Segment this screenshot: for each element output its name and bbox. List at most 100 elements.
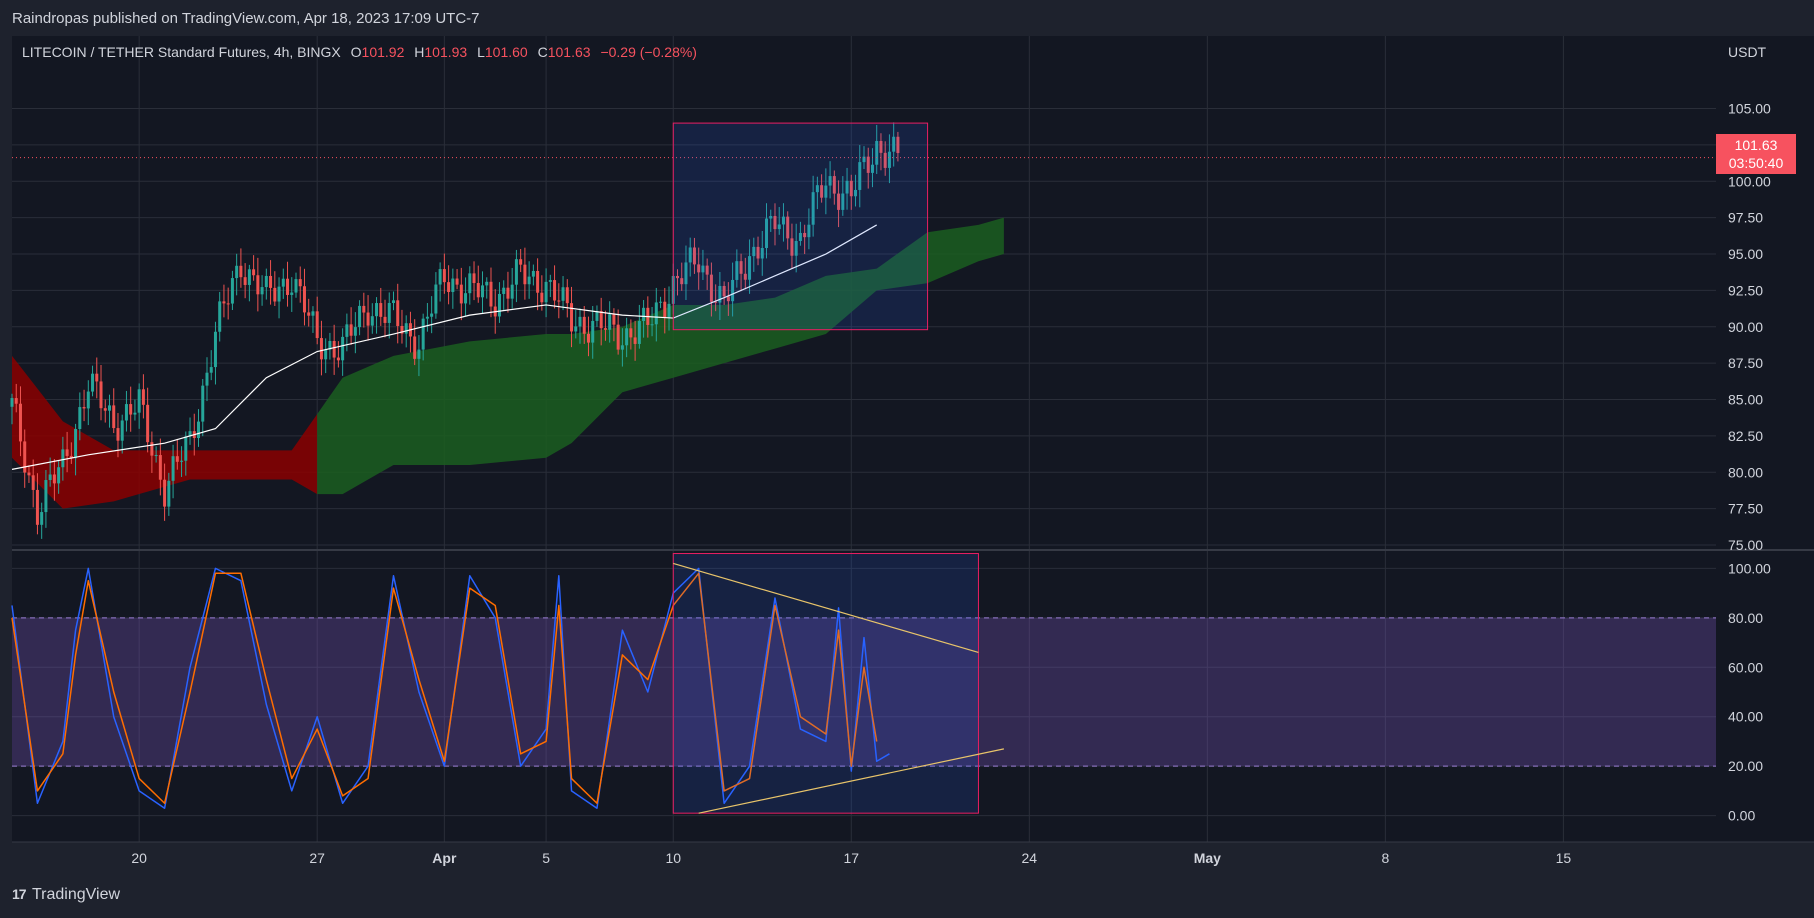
- candle-body: [35, 489, 39, 525]
- high-value: 101.93: [424, 44, 468, 60]
- candle-body: [260, 287, 264, 295]
- candle-body: [31, 475, 35, 490]
- candle-body: [548, 280, 552, 282]
- candle-body: [633, 337, 637, 344]
- candle-body: [659, 301, 663, 303]
- candle-body: [27, 472, 31, 476]
- candle-body: [629, 328, 633, 338]
- candle-body: [536, 270, 540, 293]
- candle-body: [841, 193, 845, 210]
- candle-body: [10, 398, 14, 407]
- open-label: O: [350, 44, 362, 60]
- time-tick-label: 10: [665, 850, 681, 866]
- candle-body: [44, 480, 48, 513]
- candle-body: [722, 285, 726, 297]
- brand-footer[interactable]: 17 TradingView: [0, 874, 300, 918]
- candle-body: [158, 455, 162, 480]
- candle-body: [455, 278, 459, 285]
- chart-frame[interactable]: [12, 36, 1716, 842]
- candle-body: [591, 320, 595, 343]
- price-tick-label: 82.50: [1728, 428, 1763, 444]
- candle-body: [294, 279, 298, 293]
- candle-body: [582, 316, 586, 334]
- tradingview-logo-icon: 17: [12, 886, 27, 902]
- candle-body: [167, 480, 171, 507]
- candle-body: [680, 278, 684, 285]
- candle-body: [709, 274, 713, 302]
- candle-body: [578, 316, 582, 327]
- candle-body: [311, 311, 315, 316]
- bearish-cloud: [12, 355, 318, 509]
- candle-body: [362, 305, 366, 313]
- candle-body: [239, 265, 243, 278]
- candle-body: [213, 331, 217, 368]
- candle-body: [870, 164, 874, 173]
- price-tick-label: 105.00: [1728, 101, 1771, 117]
- candle-body: [184, 436, 188, 461]
- candle-body: [714, 301, 718, 303]
- candle-body: [256, 275, 260, 295]
- candle-body: [252, 269, 256, 276]
- moving-average: [11, 224, 878, 470]
- low-label: L: [477, 44, 485, 60]
- candle-body: [235, 265, 239, 279]
- candle-body: [519, 259, 523, 265]
- candle-body: [451, 278, 455, 293]
- price-candles: [10, 122, 900, 539]
- candle-body: [476, 283, 480, 298]
- candle-body: [650, 324, 654, 326]
- candle-body: [120, 420, 124, 441]
- candle-body: [506, 287, 510, 299]
- candle-body: [731, 279, 735, 302]
- high-label: H: [414, 44, 425, 60]
- candle-body: [642, 307, 646, 322]
- candle-body: [341, 336, 345, 361]
- candle-body: [849, 180, 853, 197]
- candle-body: [887, 151, 891, 168]
- candle-body: [858, 162, 862, 190]
- candle-body: [103, 408, 107, 411]
- candle-body: [553, 280, 557, 301]
- candle-body: [345, 324, 349, 337]
- candle-body: [688, 247, 692, 263]
- candle-body: [756, 246, 760, 259]
- candle-body: [828, 176, 832, 186]
- candle-body: [413, 336, 417, 359]
- candle-body: [603, 328, 607, 330]
- candle-body: [124, 404, 128, 421]
- candle-body: [892, 136, 896, 152]
- candle-body: [230, 278, 234, 304]
- oscillator-tick-label: 80.00: [1728, 610, 1763, 626]
- time-tick-label: 17: [843, 850, 859, 866]
- last-price-value: 101.63: [1734, 137, 1778, 153]
- candle-body: [739, 261, 743, 274]
- candle-body: [324, 349, 328, 360]
- candle-body: [332, 340, 336, 358]
- candle-body: [837, 193, 841, 210]
- candle-body: [692, 247, 696, 265]
- candle-body: [459, 284, 463, 304]
- candle-body: [65, 449, 69, 456]
- candle-body: [95, 373, 99, 382]
- close-value: 101.63: [547, 44, 591, 60]
- candle-body: [675, 275, 679, 279]
- candle-body: [586, 333, 590, 343]
- open-value: 101.92: [361, 44, 405, 60]
- candle-body: [510, 284, 514, 299]
- time-tick-label: 20: [131, 850, 147, 866]
- price-tick-label: 87.50: [1728, 355, 1763, 371]
- candle-body: [502, 287, 506, 294]
- candle-body: [705, 265, 709, 275]
- candle-body: [247, 269, 251, 285]
- candle-body: [824, 185, 828, 198]
- candle-body: [807, 224, 811, 238]
- candle-body: [794, 240, 798, 256]
- oscillator-tick-label: 60.00: [1728, 659, 1763, 675]
- candle-body: [82, 407, 86, 409]
- oscillator-tick-label: 100.00: [1728, 560, 1771, 576]
- candle-body: [375, 303, 379, 317]
- candle-body: [61, 449, 65, 468]
- candle-body: [404, 323, 408, 334]
- candle-body: [154, 455, 158, 457]
